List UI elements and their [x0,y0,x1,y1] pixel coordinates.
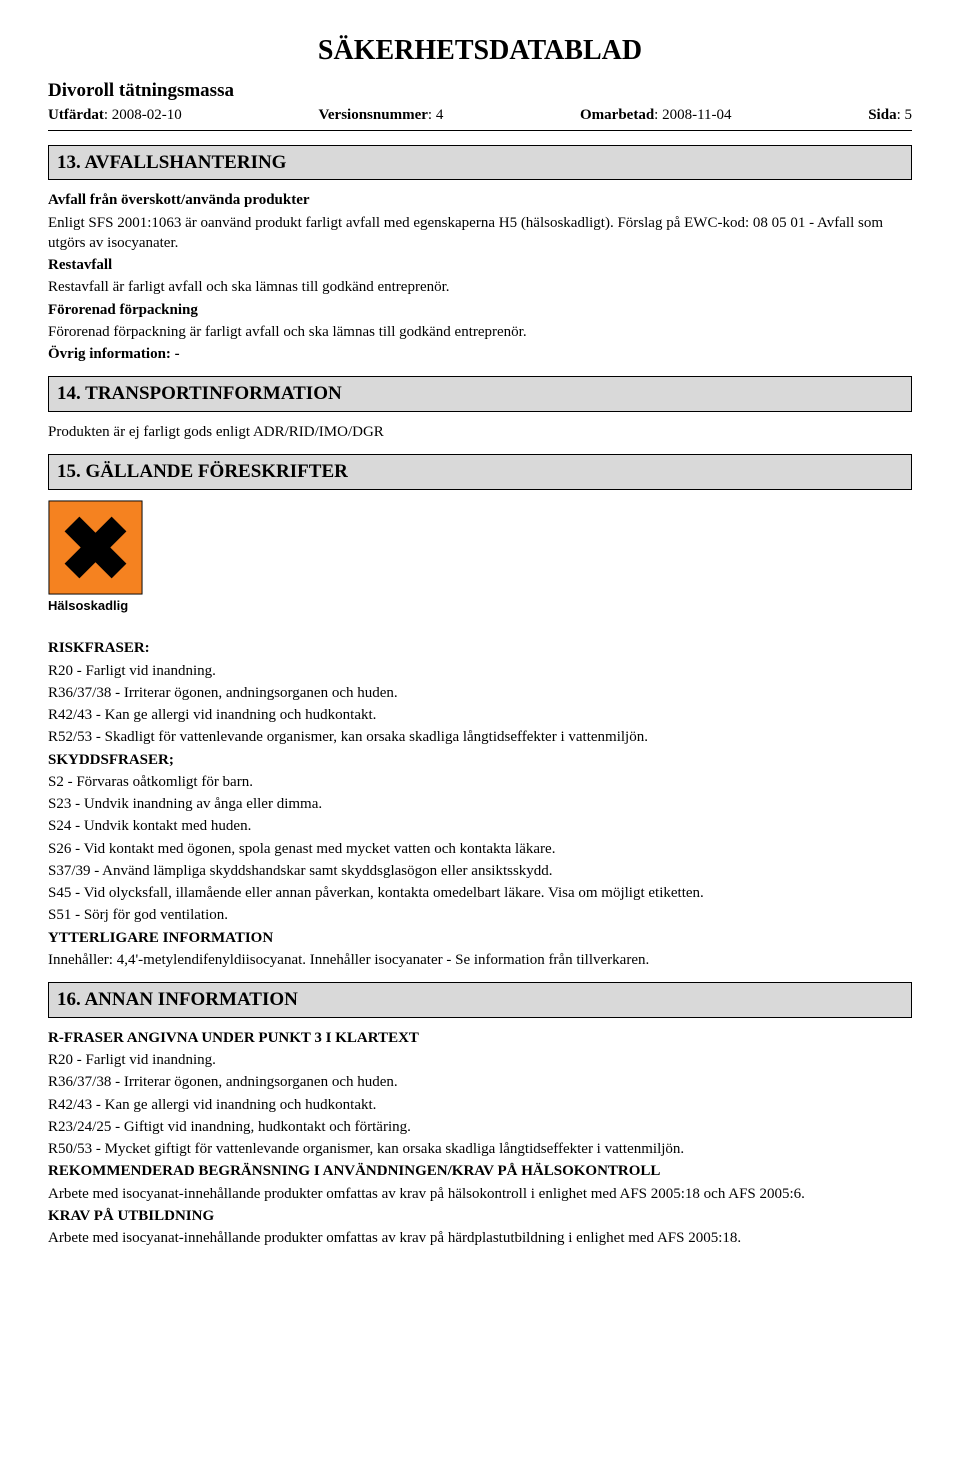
r-line: R20 - Farligt vid inandning. [48,1050,912,1070]
safety-line: S23 - Undvik inandning av ånga eller dim… [48,794,912,814]
section-15-body: RISKFRASER: R20 - Farligt vid inandning.… [48,638,912,970]
s13-heading-3: Förorenad förpackning [48,300,912,320]
section-16-title: 16. ANNAN INFORMATION [48,982,912,1018]
r-phrases-cleartext-heading: R-FRASER ANGIVNA UNDER PUNKT 3 I KLARTEX… [48,1028,912,1048]
s13-para-2: Restavfall är farligt avfall och ska läm… [48,277,912,297]
recommended-limitation-text: Arbete med isocyanat-innehållande produk… [48,1184,912,1204]
safety-line: S24 - Undvik kontakt med huden. [48,816,912,836]
product-name: Divoroll tätningsmassa [48,78,912,104]
version-meta: Versionsnummer: 4 [318,105,443,125]
risk-line: R42/43 - Kan ge allergi vid inandning oc… [48,705,912,725]
page-meta: Sida: 5 [868,105,912,125]
header-meta-row: Utfärdat: 2008-02-10 Versionsnummer: 4 O… [48,105,912,125]
safety-line: S26 - Vid kontakt med ögonen, spola gena… [48,839,912,859]
s13-heading-4: Övrig information: - [48,344,912,364]
page-value: 5 [905,107,913,123]
version-value: 4 [436,107,444,123]
revised-colon: : [654,107,662,123]
s13-para-1: Enligt SFS 2001:1063 är oanvänd produkt … [48,213,912,254]
risk-line: R52/53 - Skadligt för vattenlevande orga… [48,727,912,747]
header-rule [48,130,912,131]
issued-colon: : [104,107,112,123]
safety-line: S45 - Vid olycksfall, illamående eller a… [48,883,912,903]
r-line: R42/43 - Kan ge allergi vid inandning oc… [48,1095,912,1115]
version-label: Versionsnummer [318,107,427,123]
further-info-heading: YTTERLIGARE INFORMATION [48,928,912,948]
further-info-text: Innehåller: 4,4'-metylendifenyldiisocyan… [48,950,912,970]
risk-phrases-heading: RISKFRASER: [48,638,912,658]
section-13-body: Avfall från överskott/använda produkter … [48,190,912,364]
recommended-limitation-heading: REKOMMENDERAD BEGRÄNSNING I ANVÄNDNINGEN… [48,1161,912,1181]
safety-line: S37/39 - Använd lämpliga skyddshandskar … [48,861,912,881]
safety-line: S51 - Sörj för god ventilation. [48,905,912,925]
r-line: R50/53 - Mycket giftigt för vattenlevand… [48,1139,912,1159]
section-13-title: 13. AVFALLSHANTERING [48,145,912,181]
training-requirement-text: Arbete med isocyanat-innehållande produk… [48,1228,912,1248]
safety-line: S2 - Förvaras oåtkomligt för barn. [48,772,912,792]
risk-line: R36/37/38 - Irriterar ögonen, andningsor… [48,683,912,703]
training-requirement-heading: KRAV PÅ UTBILDNING [48,1206,912,1226]
version-colon: : [428,107,436,123]
revised-value: 2008-11-04 [662,107,731,123]
safety-phrases-heading: SKYDDSFRASER; [48,750,912,770]
page-label: Sida [868,107,896,123]
hazard-caption: Hälsoskadlig [48,597,912,615]
document-title: SÄKERHETSDATABLAD [48,32,912,70]
issued-meta: Utfärdat: 2008-02-10 [48,105,182,125]
section-16-body: R-FRASER ANGIVNA UNDER PUNKT 3 I KLARTEX… [48,1028,912,1249]
s13-heading-2: Restavfall [48,255,912,275]
hazard-symbol-block: Hälsoskadlig [48,500,912,615]
s13-para-3: Förorenad förpackning är farligt avfall … [48,322,912,342]
risk-line: R20 - Farligt vid inandning. [48,661,912,681]
r-line: R36/37/38 - Irriterar ögonen, andningsor… [48,1072,912,1092]
r-line: R23/24/25 - Giftigt vid inandning, hudko… [48,1117,912,1137]
revised-label: Omarbetad [580,107,654,123]
section-15-title: 15. GÄLLANDE FÖRESKRIFTER [48,454,912,490]
harmful-hazard-icon [48,500,143,595]
section-14-title: 14. TRANSPORTINFORMATION [48,376,912,412]
s14-para-1: Produkten är ej farligt gods enligt ADR/… [48,422,912,442]
revised-meta: Omarbetad: 2008-11-04 [580,105,732,125]
page-colon: : [897,107,905,123]
section-14-body: Produkten är ej farligt gods enligt ADR/… [48,422,912,442]
s13-heading-1: Avfall från överskott/använda produkter [48,190,912,210]
issued-label: Utfärdat [48,107,104,123]
issued-value: 2008-02-10 [112,107,182,123]
